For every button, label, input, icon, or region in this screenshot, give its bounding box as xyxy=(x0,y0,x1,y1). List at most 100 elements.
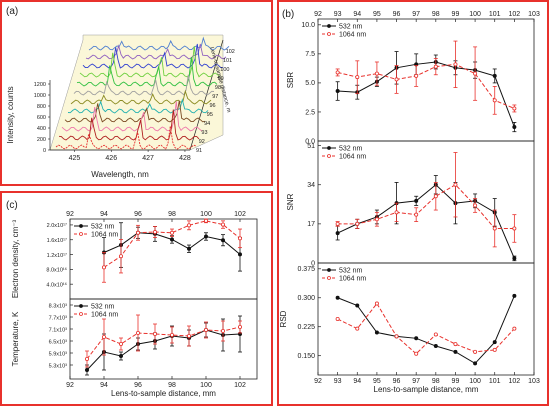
data-point xyxy=(512,256,517,261)
spectrum-trace xyxy=(82,43,224,69)
data-point xyxy=(203,218,208,223)
y-tick-label: 400 xyxy=(37,126,46,132)
data-point xyxy=(473,203,478,208)
legend-label: 532 nm xyxy=(91,303,115,310)
data-point xyxy=(237,324,242,329)
panel-label-a: (a) xyxy=(6,6,18,17)
data-point xyxy=(433,64,438,69)
x-tick-label: 101 xyxy=(489,11,501,18)
data-point xyxy=(492,340,497,345)
y-tick-label: 0.0 xyxy=(305,138,315,145)
data-point xyxy=(237,252,242,257)
y-axis-label: RSD xyxy=(279,310,288,327)
data-point xyxy=(394,334,399,339)
data-point xyxy=(473,349,478,354)
spectrum-trace xyxy=(64,100,206,123)
x-tick-label: 95 xyxy=(373,11,381,18)
data-point xyxy=(414,351,419,356)
data-point xyxy=(492,226,497,231)
data-point xyxy=(473,361,478,366)
series-line-532 xyxy=(337,295,515,365)
x-tick-label: 428 xyxy=(179,155,191,162)
x-tick-label: 102 xyxy=(509,11,521,18)
x-tick-label: 100 xyxy=(469,11,481,18)
y-tick-label: 0.225 xyxy=(297,324,315,331)
data-point xyxy=(335,295,340,300)
spectrum-trace xyxy=(85,43,227,60)
spectrum-trace xyxy=(73,74,215,96)
data-point xyxy=(169,230,174,235)
series-line-532 xyxy=(337,61,515,128)
y-tick-label: 10.0 xyxy=(301,22,315,29)
spectrum-trace xyxy=(88,36,230,51)
data-point xyxy=(414,198,419,203)
data-point xyxy=(492,347,497,352)
legend-label: 1064 nm xyxy=(339,153,366,160)
data-point xyxy=(355,326,360,331)
series-line-1064 xyxy=(337,184,515,229)
x-tick-label: 92 xyxy=(66,211,74,218)
data-point xyxy=(237,236,242,241)
data-point xyxy=(453,182,458,187)
x-tick-label: 94 xyxy=(353,11,361,18)
z-tick-label: 96 xyxy=(210,103,216,109)
series-line-1064 xyxy=(103,220,241,268)
data-point xyxy=(119,341,124,346)
legend-label: 1064 nm xyxy=(91,311,118,318)
x-tick-label: 98 xyxy=(168,211,176,218)
series-line-532 xyxy=(337,184,515,259)
x-tick-label: 95 xyxy=(373,378,381,385)
data-point xyxy=(414,212,419,217)
x-tick-label: 92 xyxy=(66,382,74,389)
y-tick-label: 200 xyxy=(37,137,46,143)
data-point xyxy=(119,254,124,259)
z-tick-label: 93 xyxy=(201,130,207,136)
series-line-1064 xyxy=(86,326,241,360)
panel-c-frame xyxy=(0,191,273,406)
rsd-chart: 0.150 0.225 0.300 0.375 RSD 92 93 94 95 96 97 98 99 1… xyxy=(279,262,540,394)
plot-frame xyxy=(69,298,258,380)
legend-marker xyxy=(79,304,83,308)
z-tick-label: 91 xyxy=(196,148,202,154)
x-tick-label: 100 xyxy=(200,382,212,389)
data-point xyxy=(169,237,174,242)
data-point xyxy=(512,106,517,111)
data-point xyxy=(335,316,340,321)
data-point xyxy=(203,234,208,239)
data-point xyxy=(414,336,419,341)
data-point xyxy=(512,326,517,331)
x-tick-label: 96 xyxy=(134,211,142,218)
data-point xyxy=(453,349,458,354)
data-point xyxy=(85,367,90,372)
data-point xyxy=(374,217,379,222)
x-tick-label: 102 xyxy=(234,211,246,218)
data-point xyxy=(453,342,458,347)
data-point xyxy=(152,230,157,235)
y-axis-label: Electron density, cm⁻³ xyxy=(11,220,20,299)
legend-label: 532 nm xyxy=(339,23,363,30)
spectrum-trace xyxy=(61,101,203,132)
data-point xyxy=(203,327,208,332)
data-point xyxy=(492,98,497,103)
data-point xyxy=(119,353,124,358)
data-point xyxy=(473,71,478,76)
data-point xyxy=(152,331,157,336)
spectrum-trace xyxy=(58,109,200,141)
y-tick-label: 6.5x10³ xyxy=(49,339,68,345)
spectrum-trace xyxy=(76,56,218,87)
legend-label: 532 nm xyxy=(339,145,363,152)
spectrum-trace xyxy=(67,98,209,114)
data-point xyxy=(374,301,379,306)
data-point xyxy=(186,333,191,338)
x-tick-label: 103 xyxy=(528,378,540,385)
data-point xyxy=(374,71,379,76)
data-point xyxy=(85,356,90,361)
data-point xyxy=(102,334,107,339)
data-point xyxy=(492,73,497,78)
x-tick-label: 98 xyxy=(432,378,440,385)
electron-density-chart: 4.0x10¹⁶ 8.0x10¹⁶ 1.2x10¹⁷ 1.6x10¹⁷ 2.0x10¹⁷… xyxy=(11,211,258,300)
legend-marker xyxy=(79,224,83,228)
y-tick-label: 7.7x10³ xyxy=(49,315,68,321)
data-point xyxy=(433,332,438,337)
x-tick-label: 98 xyxy=(432,11,440,18)
